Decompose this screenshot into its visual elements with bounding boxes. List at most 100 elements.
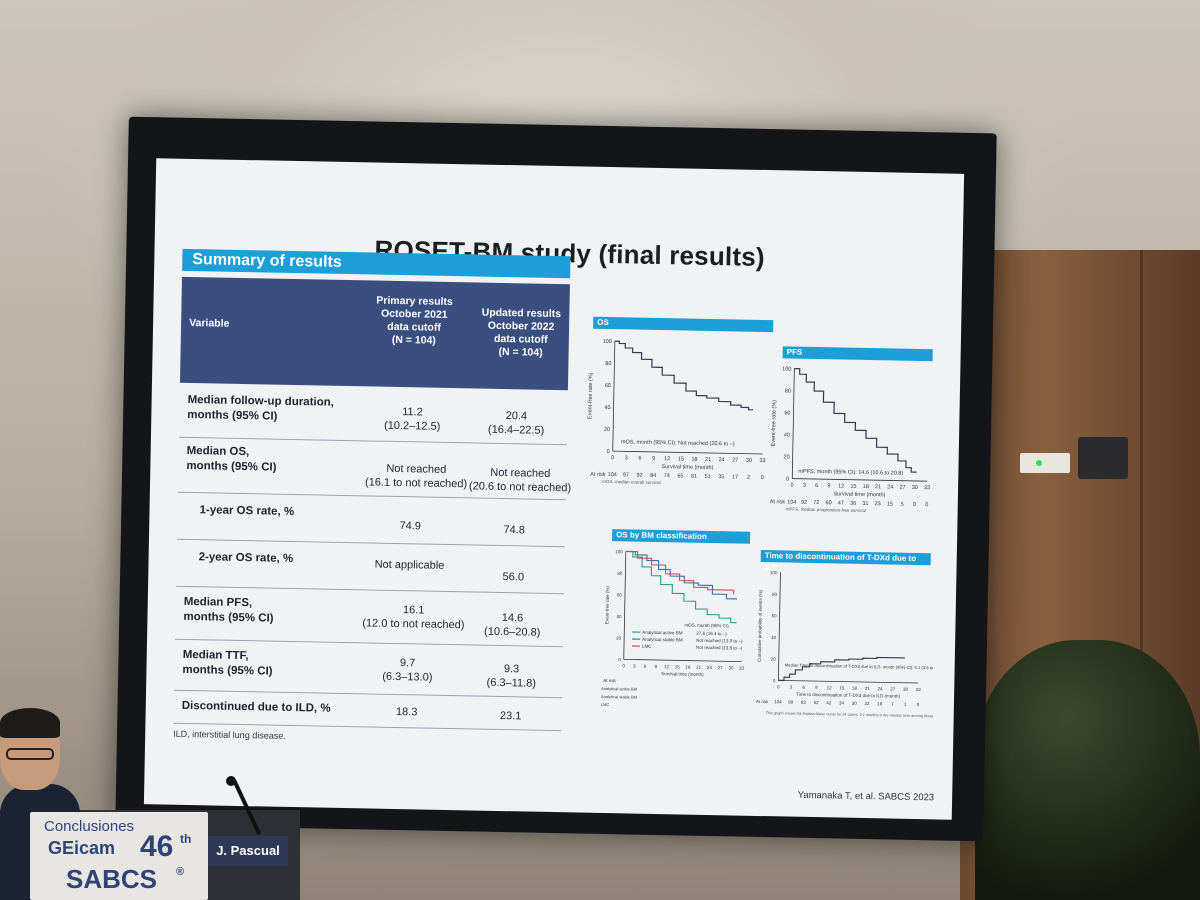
osbm-stable-curve — [625, 550, 738, 600]
pfs-at-risk-value: 92 — [801, 500, 807, 506]
osbm-at-risk-row-label: Analytical stable BM — [601, 694, 637, 700]
os-x-tick-label: 18 — [691, 457, 697, 463]
wall-sign — [1020, 453, 1070, 473]
ttd-at-risk-label: At risk — [756, 699, 769, 704]
placard-suffix: th — [180, 832, 192, 846]
wood-panel-seam — [1140, 250, 1143, 900]
table-row: Median TTF, months (95% CI) 9.7 (6.3–13.… — [174, 639, 563, 699]
ttd-panel-header: Time to discontinuation of T-DXd due to … — [760, 549, 931, 572]
ttd-y-tick-label: 60 — [772, 613, 778, 618]
row-label: Discontinued due to ILD, % — [181, 699, 331, 715]
placard-brand: GEicam — [48, 838, 116, 858]
osbm-y-tick-label: 0 — [618, 657, 621, 662]
ttd-y-tick-label: 20 — [771, 657, 777, 662]
ttd-y-axis — [777, 572, 781, 681]
row-updated: Not reached (20.6 to not reached) — [468, 466, 572, 495]
pfs-y-tick-label: 20 — [783, 454, 789, 460]
ttd-cumulative-curve — [778, 656, 905, 682]
pfs-x-tick-label: 6 — [815, 483, 818, 489]
pfs-x-tick-label: 9 — [827, 483, 830, 489]
ttd-y-tick-label: 0 — [773, 678, 776, 683]
pfs-at-risk-value: 60 — [825, 500, 831, 506]
ttd-x-tick-label: 3 — [790, 685, 793, 690]
pfs-at-risk-value: 47 — [838, 500, 844, 506]
os-x-tick-label: 30 — [746, 458, 752, 464]
ttd-at-risk-value: 42 — [826, 700, 832, 705]
ttd-at-risk-value: 63 — [801, 700, 807, 705]
ttd-at-risk-value: 1 — [904, 702, 907, 707]
osbm-x-tick-label: 21 — [696, 665, 702, 670]
pfs-x-tick-label: 0 — [791, 483, 794, 489]
ttd-x-tick-label: 24 — [877, 686, 883, 691]
ttd-chart: 0 20 40 60 80 100 0 3 6 9 12 15 18 21 24 27 30 33 Cumulati… — [756, 570, 937, 719]
pfs-x-axis-label: Survival time (month) — [833, 491, 885, 498]
os-y-tick-label: 40 — [604, 405, 610, 411]
os-x-tick-label: 27 — [732, 457, 738, 463]
os-annotation: mOS, month (95% CI): Not reached (20.6 t… — [621, 439, 735, 447]
os-x-axis — [612, 450, 763, 455]
ttd-x-tick-label: 21 — [865, 686, 871, 691]
pfs-survival-curve — [794, 367, 917, 473]
os-x-tick-label: 15 — [678, 456, 684, 462]
placard-line3: SABCS — [66, 864, 158, 894]
osbm-x-tick-label: 3 — [633, 664, 636, 669]
row-primary: 18.3 — [395, 706, 418, 719]
os-at-risk-value: 17 — [732, 474, 738, 480]
row-primary: 9.7 (6.3–13.0) — [382, 657, 433, 684]
pfs-at-risk-value: 72 — [813, 500, 819, 506]
table-row: Median PFS, months (95% CI) 16.1 (12.0 t… — [175, 586, 564, 648]
header-primary: Primary results October 2021 data cutoff… — [376, 294, 453, 347]
placard-number: 46 — [140, 830, 174, 863]
speaker-name-card: J. Pascual — [208, 836, 288, 866]
glasses-icon — [6, 748, 54, 760]
pfs-x-tick-label: 33 — [924, 485, 930, 491]
pfs-annotation: mPFS, month (95% CI): 14.6 (10.6 to 20.8… — [798, 469, 903, 477]
pfs-x-tick-label: 24 — [887, 484, 893, 490]
osbm-legend-name: Analytical stable BM — [642, 637, 683, 643]
row-primary: Not reached (16.1 to not reached) — [364, 462, 468, 491]
osbm-x-tick-label: 9 — [654, 664, 657, 669]
row-label: Median PFS, months (95% CI) — [183, 595, 274, 625]
os-y-tick-label: 20 — [604, 427, 610, 433]
ttd-at-risk-value: 34 — [839, 701, 845, 706]
pfs-at-risk-value: 23 — [875, 501, 881, 507]
pfs-at-risk-value: 104 — [787, 499, 796, 505]
ttd-x-axis — [778, 679, 919, 684]
os-at-risk-value: 61 — [691, 474, 697, 480]
pfs-at-risk-value: 36 — [850, 501, 856, 507]
ttd-x-tick-label: 9 — [815, 685, 818, 690]
osbm-x-tick-label: 33 — [739, 666, 745, 671]
row-updated: 9.3 (6.3–11.8) — [486, 663, 537, 690]
event-placard: Conclusiones GEicam 46 th SABCS ® — [30, 812, 208, 900]
osbm-x-tick-label: 27 — [718, 665, 724, 670]
osbm-x-tick-label: 30 — [728, 665, 734, 670]
ttd-y-axis-label: Cumulative probability of events (%) — [757, 589, 763, 662]
osbm-legend-name: Analytical active BM — [642, 630, 683, 636]
ttd-at-risk-value: 104 — [774, 699, 782, 704]
pfs-at-risk-value: 0 — [913, 502, 916, 508]
placard-line1: Conclusiones — [44, 818, 135, 835]
os-subnote: mOS, median overall survival — [602, 479, 661, 485]
pfs-x-tick-label: 30 — [912, 485, 918, 491]
osbm-at-risk-row-label: LMC — [601, 702, 610, 707]
os-y-tick-label: 100 — [603, 339, 612, 345]
row-primary: Not applicable — [374, 558, 445, 572]
green-led-icon — [1036, 460, 1042, 466]
pfs-y-axis-label: Event-free rate (%) — [771, 400, 778, 447]
ttd-at-risk-value: 0 — [917, 702, 920, 707]
header-variable: Variable — [189, 316, 230, 330]
ttd-x-axis-label: Time to discontinuation of T-DXd due to … — [796, 692, 900, 699]
osbm-lmc-curve — [625, 550, 735, 595]
ttd-x-tick-label: 12 — [827, 685, 833, 690]
ttd-x-tick-label: 33 — [916, 687, 922, 692]
pfs-x-tick-label: 18 — [863, 484, 869, 490]
row-label: Median follow-up duration, months (95% C… — [187, 393, 335, 423]
table-row: Median follow-up duration, months (95% C… — [178, 384, 568, 446]
osbm-at-risk-label: At risk — [603, 678, 616, 683]
pfs-panel-header: PFS — [782, 346, 933, 362]
pfs-at-risk-value: 15 — [887, 501, 893, 507]
osbm-y-tick-label: 60 — [617, 592, 623, 597]
os-x-tick-label: 12 — [664, 456, 670, 462]
pfs-y-tick-label: 60 — [784, 410, 790, 416]
ttd-x-tick-label: 15 — [839, 686, 845, 691]
